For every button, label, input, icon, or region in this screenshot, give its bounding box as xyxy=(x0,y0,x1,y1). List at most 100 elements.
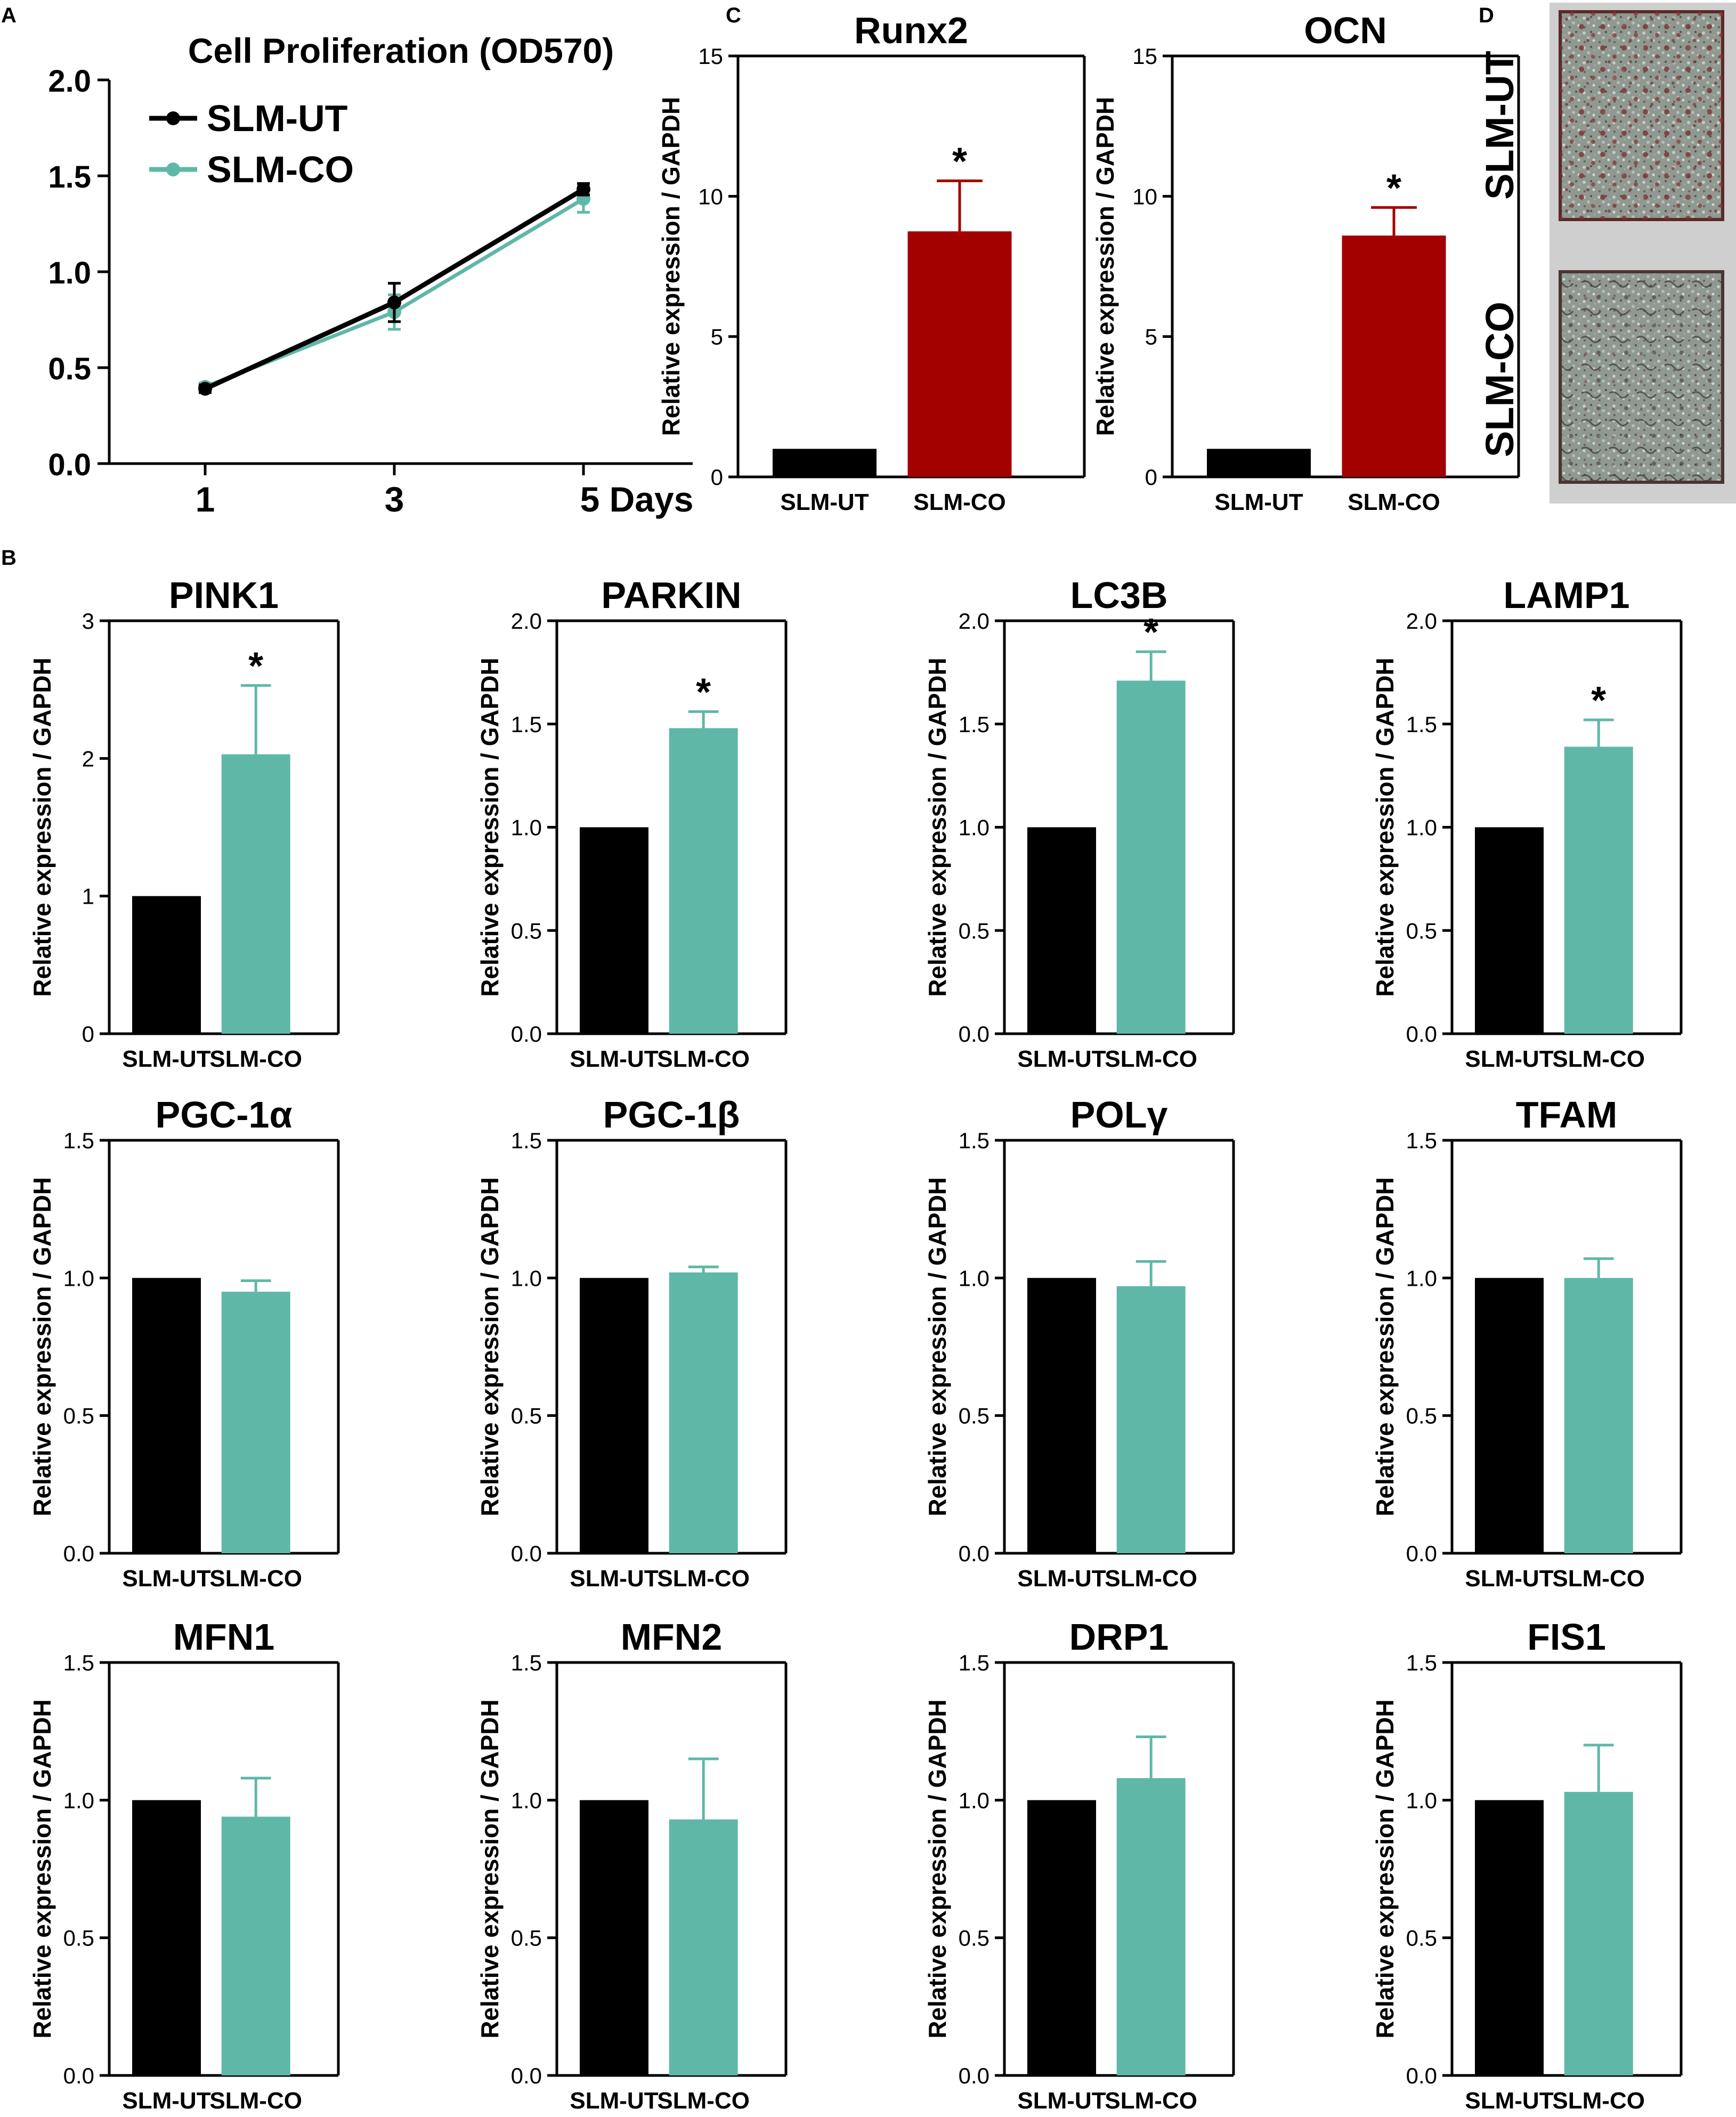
y-tick-label: 0.5 xyxy=(1406,1404,1437,1429)
data-point xyxy=(387,295,401,310)
x-tick-label: 1 xyxy=(196,480,215,519)
y-tick-label: 2.0 xyxy=(48,64,91,99)
chart-mfn1: MFN1 0.0 0.5 1.0 1.5 Relative expression / GA… xyxy=(28,1616,340,2114)
x-tick-label: SLM-UT xyxy=(1017,1046,1106,1072)
bar-slm-co xyxy=(1564,1278,1633,1553)
y-tick-label: 15 xyxy=(1132,44,1157,69)
chart-lamp1: LAMP1 0.0 0.5 1.0 1.5 2.0 Relative expression … xyxy=(1371,574,1683,1072)
y-tick-label: 0 xyxy=(1145,465,1157,490)
y-tick-label: 0.5 xyxy=(959,1404,989,1429)
y-tick-label: 0.5 xyxy=(1406,918,1437,943)
y-tick-label: 1.0 xyxy=(63,1266,94,1291)
y-tick-label: 0.0 xyxy=(511,1021,542,1047)
y-tick-label: 1.0 xyxy=(48,256,91,290)
panel-letter-b: B xyxy=(1,546,17,570)
charts-layer: Cell Proliferation (OD570) 0.0 0.5 1.0 1.5 2.… xyxy=(28,10,1683,2114)
y-tick-label: 0 xyxy=(82,1021,94,1047)
y-tick-label: 0.5 xyxy=(511,1926,542,1951)
y-tick-label: 1.5 xyxy=(1406,712,1437,737)
significance-star: * xyxy=(952,140,967,183)
y-tick-label: 0 xyxy=(711,465,723,490)
x-tick-label: SLM-UT xyxy=(1017,2088,1106,2114)
chart-pgc1b: PGC-1β 0.0 0.5 1.0 1.5 Relative expression / … xyxy=(476,1094,788,1592)
y-axis-label: Relative expression / GAPDH xyxy=(1091,97,1119,436)
y-tick-label: 1.5 xyxy=(959,1650,989,1675)
chart-polg: POLγ 0.0 0.5 1.0 1.5 Relative expression / GA… xyxy=(923,1094,1235,1592)
chart-parkin: PARKIN 0.0 0.5 1.0 1.5 2.0 Relative expression… xyxy=(476,574,788,1072)
chart-title: OCN xyxy=(1304,10,1387,51)
y-tick-label: 0.0 xyxy=(48,448,91,482)
legend-marker xyxy=(166,163,180,176)
x-tick-label: SLM-UT xyxy=(1465,2088,1553,2114)
significance-star: * xyxy=(1386,167,1401,209)
scaffold-photos xyxy=(1550,3,1736,504)
chart-pink1: PINK1 0 1 2 3 Relative expression / GAPDH SLM-… xyxy=(28,574,340,1072)
bar-slm-ut xyxy=(1027,1278,1096,1553)
y-tick-label: 1.5 xyxy=(511,712,542,737)
y-axis-label: Relative expression / GAPDH xyxy=(476,658,504,997)
y-axis-label: Relative expression / GAPDH xyxy=(476,1177,504,1516)
x-tick-label: SLM-UT xyxy=(1017,1566,1106,1592)
y-axis-label: Relative expression / GAPDH xyxy=(923,1699,951,2039)
bar-slm-ut xyxy=(1207,449,1311,477)
legend-label: SLM-UT xyxy=(207,98,347,139)
bar-slm-ut xyxy=(1475,827,1544,1034)
y-tick-label: 2.0 xyxy=(1406,609,1437,634)
y-axis-label: Relative expression / GAPDH xyxy=(923,1177,951,1516)
y-axis-label: Relative expression / GAPDH xyxy=(28,1699,56,2039)
chart-tfam: TFAM 0.0 0.5 1.0 1.5 Relative expression / GA… xyxy=(1371,1094,1683,1592)
chart-prolif: Cell Proliferation (OD570) 0.0 0.5 1.0 1.5 2.… xyxy=(48,31,693,519)
panel-letter-d: D xyxy=(1479,4,1494,27)
x-tick-label: SLM-CO xyxy=(1552,1046,1645,1072)
y-tick-label: 1.5 xyxy=(511,1650,542,1675)
bar-slm-ut xyxy=(132,1278,201,1553)
y-tick-label: 0.0 xyxy=(511,2063,542,2088)
y-axis-label: Relative expression / GAPDH xyxy=(1371,1699,1399,2039)
x-tick-label: 3 xyxy=(385,480,404,519)
chart-title: PGC-1β xyxy=(603,1094,740,1135)
bar-slm-ut xyxy=(580,1800,648,2075)
data-point xyxy=(577,182,590,197)
data-point xyxy=(198,382,212,396)
chart-title: PINK1 xyxy=(169,574,279,616)
bar-slm-ut xyxy=(132,1800,201,2075)
y-tick-label: 0.0 xyxy=(63,1541,94,1566)
bar-slm-co xyxy=(669,728,738,1034)
bar-slm-co xyxy=(1116,1778,1186,2075)
y-tick-label: 0.5 xyxy=(63,1404,94,1429)
x-tick-label: SLM-CO xyxy=(1105,1046,1197,1072)
y-tick-label: 1.0 xyxy=(959,1266,989,1291)
y-tick-label: 1.0 xyxy=(511,1266,542,1291)
chart-title: TFAM xyxy=(1516,1094,1618,1135)
y-axis-label: Relative expression / GAPDH xyxy=(476,1699,504,2039)
bar-slm-co xyxy=(221,1816,290,2075)
bar-slm-ut xyxy=(132,896,201,1034)
x-tick-label: SLM-UT xyxy=(1214,489,1303,515)
y-tick-label: 0.0 xyxy=(63,2063,94,2088)
x-tick-label: SLM-CO xyxy=(657,1046,750,1072)
y-tick-label: 15 xyxy=(698,44,723,69)
y-tick-label: 0.0 xyxy=(959,2063,989,2088)
y-tick-label: 0.5 xyxy=(511,918,542,943)
x-tick-label: SLM-CO xyxy=(1348,489,1440,515)
chart-title: LAMP1 xyxy=(1503,574,1629,616)
y-tick-label: 10 xyxy=(1132,184,1157,209)
bar-slm-co xyxy=(669,1819,738,2075)
y-tick-label: 0.5 xyxy=(1406,1926,1437,1951)
y-tick-label: 10 xyxy=(698,184,723,209)
x-tick-label: SLM-CO xyxy=(913,489,1006,515)
x-tick-label: SLM-UT xyxy=(570,2088,658,2114)
chart-mfn2: MFN2 0.0 0.5 1.0 1.5 Relative expression / GA… xyxy=(476,1616,788,2114)
y-tick-label: 0.0 xyxy=(511,1541,542,1566)
chart-title: Cell Proliferation (OD570) xyxy=(188,31,614,70)
y-tick-label: 5 xyxy=(711,325,723,350)
chart-title: MFN1 xyxy=(173,1616,275,1658)
chart-title: MFN2 xyxy=(621,1616,723,1658)
bar-slm-co xyxy=(221,754,290,1034)
legend-label: SLM-CO xyxy=(207,149,354,190)
significance-star: * xyxy=(248,645,263,687)
y-tick-label: 0.0 xyxy=(959,1021,989,1047)
y-tick-label: 0.0 xyxy=(1406,1021,1437,1047)
y-axis-label: Relative expression / GAPDH xyxy=(28,1177,56,1516)
x-tick-label: SLM-CO xyxy=(657,2088,750,2114)
